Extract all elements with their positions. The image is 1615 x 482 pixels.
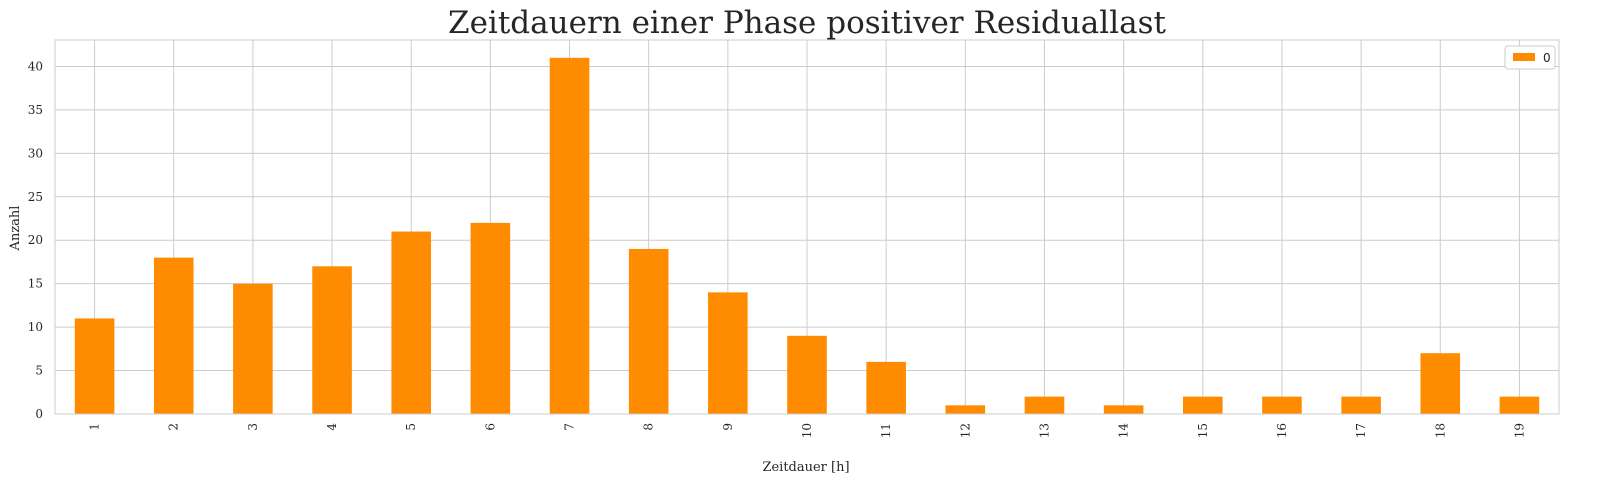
x-tick-label: 6 <box>483 423 497 431</box>
bar-12 <box>945 405 986 414</box>
x-tick-label: 16 <box>1275 423 1289 438</box>
x-tick-label: 12 <box>958 423 972 438</box>
x-tick-label: 1 <box>88 423 102 431</box>
x-tick-label: 10 <box>800 423 814 438</box>
bars <box>74 57 1540 415</box>
x-tick-label: 8 <box>642 423 656 431</box>
plot-frame <box>54 39 1560 415</box>
x-tick-labels: 1 2 3 4 5 6 7 8 9 10 11 12 13 14 15 16 17 18 19 <box>88 423 1527 439</box>
x-tick-label: 5 <box>404 423 418 431</box>
bar-10 <box>787 335 827 414</box>
y-axis-label: Anzahl <box>8 206 23 252</box>
bar-15 <box>1183 396 1223 414</box>
y-tick-label: 5 <box>35 364 43 378</box>
x-tick-label: 19 <box>1512 423 1526 438</box>
bar-18 <box>1420 353 1461 414</box>
bar-14 <box>1103 405 1144 414</box>
bar-19 <box>1499 396 1540 414</box>
bar-7 <box>549 57 590 415</box>
bar-16 <box>1262 396 1302 414</box>
chart-title: Zeitdauern einer Phase positiver Residua… <box>448 5 1166 41</box>
bar-17 <box>1341 396 1381 414</box>
legend-swatch <box>1513 53 1535 61</box>
x-tick-label: 17 <box>1354 423 1368 438</box>
x-tick-label: 3 <box>246 423 260 431</box>
y-tick-label: 10 <box>28 320 43 334</box>
y-tick-label: 35 <box>28 103 43 117</box>
bar-6 <box>470 222 511 414</box>
y-tick-label: 25 <box>28 190 43 204</box>
y-tick-label: 15 <box>28 277 43 291</box>
y-tick-labels: 0 5 10 15 20 25 30 35 40 <box>28 59 43 421</box>
legend-label: 0 <box>1543 51 1551 65</box>
bar-1 <box>74 318 115 414</box>
y-tick-label: 30 <box>28 146 43 160</box>
bar-3 <box>233 283 273 414</box>
y-tick-label: 40 <box>28 59 43 73</box>
legend: 0 <box>1504 45 1556 70</box>
bar-4 <box>312 266 352 414</box>
x-tick-label: 4 <box>325 423 339 431</box>
x-tick-label: 15 <box>1196 423 1210 438</box>
x-axis-label: Zeitdauer [h] <box>762 460 849 475</box>
bar-8 <box>628 248 669 414</box>
bar-5 <box>391 231 431 414</box>
bar-2 <box>153 257 194 414</box>
x-tick-label: 13 <box>1037 423 1051 438</box>
bar-9 <box>708 292 748 414</box>
y-tick-label: 0 <box>35 407 43 421</box>
x-tick-label: 7 <box>563 423 577 431</box>
bar-11 <box>866 361 906 414</box>
x-tick-label: 14 <box>1117 423 1131 439</box>
bar-13 <box>1024 396 1065 414</box>
y-tick-label: 20 <box>28 233 43 247</box>
x-tick-label: 9 <box>721 423 735 431</box>
x-tick-label: 11 <box>879 423 893 438</box>
x-tick-label: 18 <box>1433 423 1447 438</box>
x-tick-label: 2 <box>167 423 181 431</box>
